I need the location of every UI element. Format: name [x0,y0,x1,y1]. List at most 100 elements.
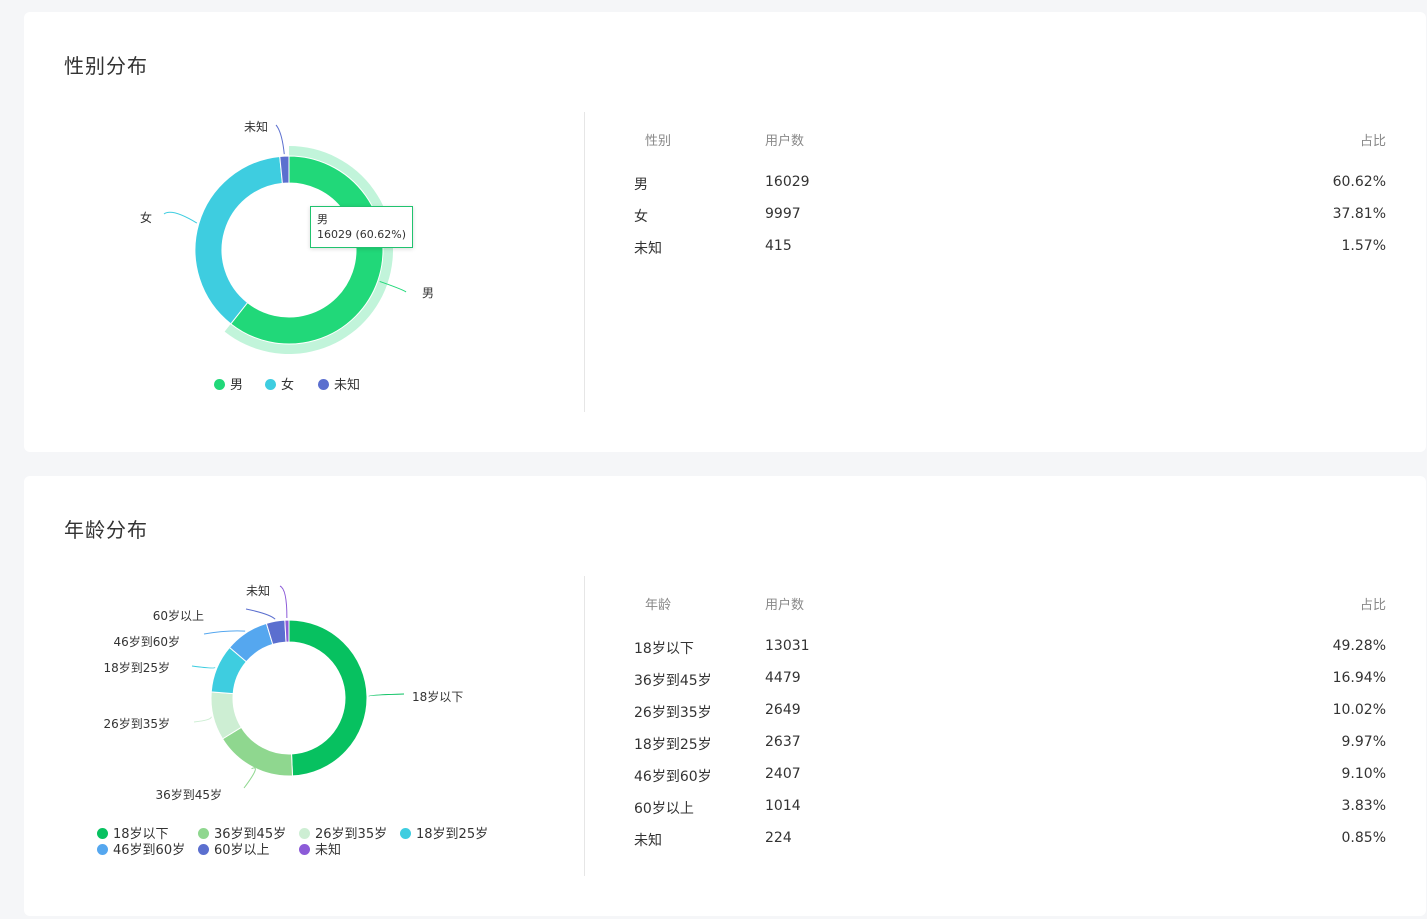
legend-label: 18岁以下 [113,827,169,842]
label-leader-line [203,630,246,635]
legend-label: 46岁到60岁 [113,843,186,858]
header-gender: 性别 [645,134,672,149]
legend-item[interactable]: 26岁到35岁 [299,823,387,842]
table-row: 26岁到35岁 2649 10.02% [634,702,1386,734]
cell-users: 2637 [765,734,801,750]
cell-gender: 女 [634,209,648,225]
cell-users: 2649 [765,702,801,718]
cell-users: 13031 [765,638,810,654]
legend-item[interactable]: 女 [265,374,294,393]
gender-donut-chart: 男 女 未知 [140,120,434,354]
cell-ratio: 0.85% [1341,830,1386,846]
legend-item[interactable]: 未知 [299,839,341,858]
legend-marker [214,379,225,390]
age-title: 年龄分布 [64,518,148,542]
legend-marker [400,828,411,839]
label-leader-line [368,693,405,697]
label-leader-line [279,585,288,619]
legend-label: 18岁到25岁 [416,827,489,842]
cell-ratio: 9.10% [1341,766,1386,782]
cell-ratio: 3.83% [1341,798,1386,814]
donut-slice[interactable] [279,155,290,184]
gender-title: 性别分布 [64,54,148,78]
cell-ratio: 1.57% [1341,238,1386,254]
label-leader-line [275,124,285,155]
legend-label: 36岁到45岁 [214,827,287,842]
cell-ratio: 49.28% [1332,638,1386,654]
cell-age: 46岁到60岁 [634,769,712,785]
slice-label: 女 [140,210,152,225]
legend-label: 26岁到35岁 [315,827,388,842]
table-row: 46岁到60岁 2407 9.10% [634,766,1386,798]
legend-item[interactable]: 男 [214,374,243,393]
slice-label: 26岁到35岁 [103,716,170,731]
table-header: 性别 用户数 占比 [634,130,1386,162]
legend-label: 未知 [334,378,361,393]
gender-table: 性别 用户数 占比 男 16029 60.62% 女 9997 37.81% 未… [634,130,1386,270]
age-card: 年龄分布 18岁以下 36岁到45岁 26岁到35岁 18岁到25岁 46岁到60岁 60… [24,476,1426,916]
label-leader-line [243,767,256,789]
legend-marker [299,844,310,855]
cell-age: 60岁以上 [634,801,694,817]
slice-label: 60岁以上 [153,608,204,623]
slice-label: 46岁到60岁 [113,634,180,649]
table-row: 18岁以下 13031 49.28% [634,638,1386,670]
legend-marker [299,828,310,839]
cell-ratio: 60.62% [1332,174,1386,190]
cell-age: 18岁以下 [634,641,694,657]
legend-label: 60岁以上 [214,843,270,858]
cell-age: 36岁到45岁 [634,673,712,689]
cell-users: 415 [765,238,792,254]
table-row: 女 9997 37.81% [634,206,1386,238]
cell-users: 9997 [765,206,801,222]
header-age: 年龄 [645,598,672,613]
legend-item[interactable]: 46岁到60岁 [97,839,185,858]
slice-label: 男 [422,286,434,300]
legend-label: 女 [281,378,295,393]
slice-label: 18岁以下 [412,689,463,704]
table-row: 男 16029 60.62% [634,174,1386,206]
legend-marker [198,844,209,855]
donut-slice[interactable] [221,726,294,777]
cell-users: 4479 [765,670,801,686]
cell-age: 未知 [634,833,662,849]
legend-item[interactable]: 36岁到45岁 [198,823,286,842]
cell-gender: 男 [634,177,648,193]
label-leader-line [163,211,198,224]
legend-item[interactable]: 18岁以下 [97,823,169,842]
header-ratio: 占比 [1359,134,1386,149]
table-row: 36岁到45岁 4479 16.94% [634,670,1386,702]
age-table: 年龄 用户数 占比 18岁以下 13031 49.28% 36岁到45岁 447… [634,594,1386,862]
cell-age: 18岁到25岁 [634,737,712,753]
cell-ratio: 16.94% [1332,670,1386,686]
label-leader-line [245,608,276,620]
cell-ratio: 37.81% [1332,206,1386,222]
label-leader-line [379,280,407,293]
tooltip-value: 16029 (60.62%) [317,228,407,241]
table-row: 未知 415 1.57% [634,238,1386,270]
gender-card: 性别分布 男女未知 男 16029 (60.62%) 男女未知 性别 用户数 占… [24,12,1426,452]
donut-slice[interactable] [284,619,290,643]
table-row: 60岁以上 1014 3.83% [634,798,1386,830]
slice-label: 18岁到25岁 [103,660,170,675]
legend-item[interactable]: 18岁到25岁 [400,823,488,842]
gender-divider [584,112,585,412]
age-divider [584,576,585,876]
cell-ratio: 9.97% [1341,734,1386,750]
donut-slice[interactable] [194,155,283,325]
cell-users: 1014 [765,798,801,814]
legend-item[interactable]: 未知 [318,374,360,393]
slice-label: 未知 [244,120,268,134]
legend-item[interactable]: 60岁以上 [198,839,270,858]
cell-age: 26岁到35岁 [634,705,712,721]
cell-gender: 未知 [634,241,662,257]
legend-marker [198,828,209,839]
label-leader-line [191,665,216,669]
legend-marker [97,828,108,839]
cell-users: 2407 [765,766,801,782]
donut-slice[interactable] [288,619,368,777]
cell-ratio: 10.02% [1332,702,1386,718]
tooltip-name: 男 [317,213,328,226]
age-donut-chart: 18岁以下 36岁到45岁 26岁到35岁 18岁到25岁 46岁到60岁 60岁以上 未知 [103,584,463,802]
legend-marker [97,844,108,855]
